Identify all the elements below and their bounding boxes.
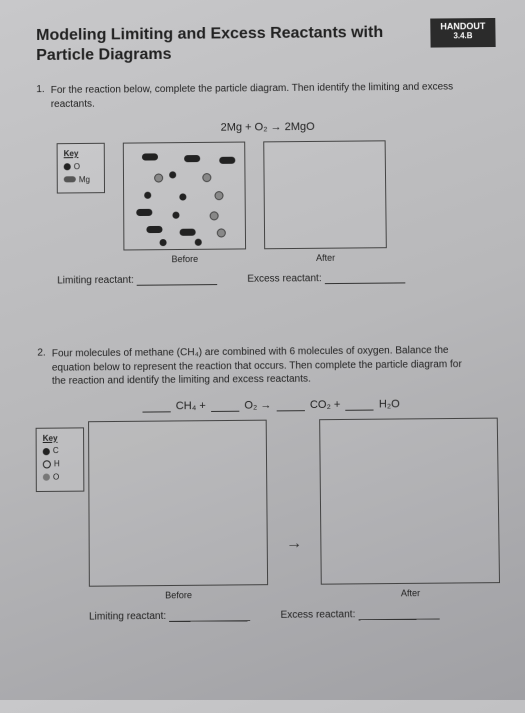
q2-before-box	[88, 419, 268, 586]
q2-key-title: Key	[43, 432, 77, 445]
q1-after-box	[263, 140, 387, 249]
q2-key: Key C H O	[36, 427, 85, 492]
particle	[160, 239, 167, 246]
particle	[180, 229, 196, 236]
q2-excess-blank[interactable]	[358, 608, 439, 620]
particle	[172, 212, 179, 219]
q2-excess-label: Excess reactant:	[280, 608, 355, 620]
q2-limiting-label: Limiting reactant:	[89, 610, 166, 622]
q2-equation: CH₄ + O₂ → CO₂ + H₂O	[38, 397, 503, 413]
q1-text: For the reaction below, complete the par…	[51, 80, 472, 111]
q1-key-title: Key	[64, 148, 98, 161]
q1-before-box	[123, 142, 246, 251]
q2-limiting-blank[interactable]	[169, 609, 250, 621]
q2-key-h: H	[54, 459, 60, 468]
particle	[154, 173, 163, 182]
q1-excess-label: Excess reactant:	[247, 273, 321, 285]
badge-line2: 3.4.B	[440, 32, 485, 41]
particle	[142, 153, 158, 160]
particle	[202, 173, 211, 182]
q2-diagrams: Before → After	[88, 417, 505, 601]
q2-text: Four molecules of methane (CH₄) are comb…	[52, 344, 476, 389]
particle	[219, 157, 235, 164]
q1-after-caption: After	[264, 252, 387, 263]
q1-equation: 2Mg + O₂ → 2MgO	[36, 119, 498, 135]
arrow-icon: →	[286, 534, 302, 553]
q1-number: 1.	[36, 84, 44, 117]
particle	[184, 155, 200, 162]
particle	[214, 191, 223, 200]
particle	[217, 228, 226, 237]
q2-key-o: O	[53, 472, 59, 481]
q2-co2: CO₂ +	[310, 398, 341, 410]
q2-h2o: H₂O	[379, 398, 400, 410]
particle	[210, 211, 219, 220]
q2-answers: Limiting reactant: Excess reactant:	[89, 607, 506, 622]
particle	[146, 226, 162, 233]
handout-badge: HANDOUT 3.4.B	[430, 18, 495, 47]
q1-excess-blank[interactable]	[324, 272, 405, 284]
q2-o2: O₂ →	[244, 399, 271, 411]
q2-blank-2[interactable]	[211, 400, 239, 411]
q1-key: Key O Mg	[57, 143, 105, 194]
particle	[136, 209, 152, 216]
particle	[169, 171, 176, 178]
q2-after-box	[319, 417, 500, 584]
q2-blank-4[interactable]	[345, 399, 373, 410]
question-1: 1. For the reaction below, complete the …	[36, 80, 501, 287]
q1-diagrams: Key O Mg Before After	[57, 139, 501, 265]
q1-limiting-label: Limiting reactant:	[57, 275, 134, 287]
page-title: Modeling Limiting and Excess Reactants w…	[36, 23, 397, 66]
q2-ch4: CH₄ +	[176, 399, 206, 411]
q1-answers: Limiting reactant: Excess reactant:	[57, 271, 501, 286]
q2-number: 2.	[37, 347, 46, 394]
q2-blank-1[interactable]	[142, 401, 170, 412]
q1-limiting-blank[interactable]	[137, 274, 218, 286]
particle	[195, 239, 202, 246]
q2-key-c: C	[53, 446, 59, 455]
particle	[179, 193, 186, 200]
q1-before-caption: Before	[123, 253, 246, 264]
question-2: 2. Four molecules of methane (CH₄) are c…	[37, 343, 505, 622]
q2-before-caption: Before	[89, 589, 268, 601]
particle	[144, 192, 151, 199]
q1-key-o: O	[74, 162, 80, 171]
q2-blank-3[interactable]	[276, 399, 304, 410]
q2-after-caption: After	[321, 587, 500, 599]
q1-key-mg: Mg	[79, 175, 90, 184]
